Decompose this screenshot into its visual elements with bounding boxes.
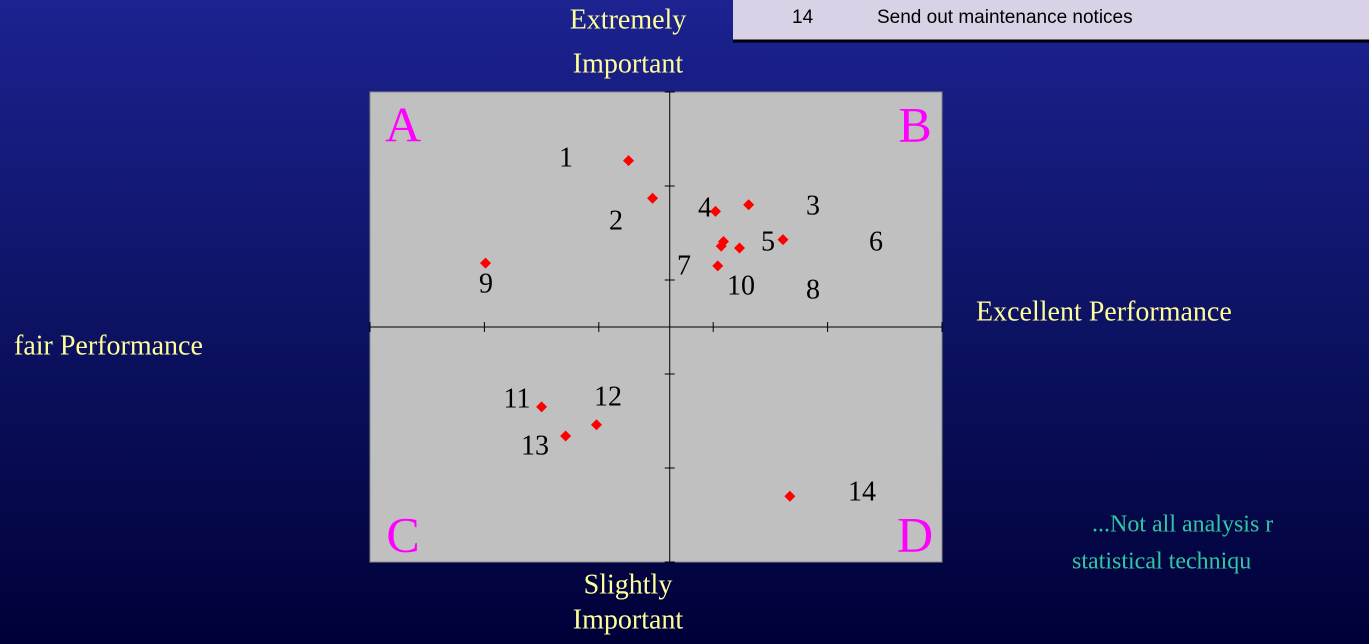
quadrant-letter: B bbox=[898, 96, 931, 152]
quadrant-letter: C bbox=[386, 506, 419, 562]
header-number: 14 bbox=[792, 7, 814, 28]
point bbox=[715, 240, 727, 252]
left-label: fair Performance bbox=[14, 330, 203, 361]
point bbox=[709, 205, 721, 217]
point-label: 2 bbox=[609, 205, 623, 236]
point bbox=[536, 401, 548, 413]
point-label: 11 bbox=[504, 383, 531, 414]
point-label: 14 bbox=[848, 476, 876, 507]
right-label: Excellent Performance bbox=[976, 296, 1232, 327]
point bbox=[734, 242, 746, 254]
note: ...Not all analysis r bbox=[1092, 512, 1273, 538]
header-text: Send out maintenance notices bbox=[877, 7, 1133, 28]
point-label: 3 bbox=[806, 190, 820, 221]
point bbox=[743, 199, 755, 211]
point-label: 10 bbox=[727, 270, 755, 301]
top-label: Important bbox=[573, 48, 684, 79]
point-label: 7 bbox=[677, 250, 691, 281]
point-label: 4 bbox=[698, 192, 712, 223]
point-label: 6 bbox=[869, 226, 883, 257]
point bbox=[480, 257, 492, 269]
point-label: 8 bbox=[806, 274, 820, 305]
point bbox=[647, 192, 659, 204]
point-label: 5 bbox=[761, 226, 775, 257]
note: statistical techniqu bbox=[1072, 549, 1251, 575]
point bbox=[712, 260, 724, 272]
bottom-label: Slightly bbox=[584, 569, 673, 600]
top-label: Extremely bbox=[570, 4, 687, 35]
point bbox=[777, 234, 789, 246]
point bbox=[560, 430, 572, 442]
point-label: 9 bbox=[479, 268, 493, 299]
point-label: 12 bbox=[594, 381, 622, 412]
point-label: 13 bbox=[521, 430, 549, 461]
point bbox=[623, 155, 635, 167]
quadrant-letter: D bbox=[897, 506, 933, 562]
quadrant-letter: A bbox=[385, 96, 421, 152]
point bbox=[591, 419, 603, 431]
point bbox=[784, 490, 796, 502]
header-strip bbox=[733, 0, 1369, 40]
bottom-label: Important bbox=[573, 604, 684, 635]
point-label: 1 bbox=[559, 142, 573, 173]
